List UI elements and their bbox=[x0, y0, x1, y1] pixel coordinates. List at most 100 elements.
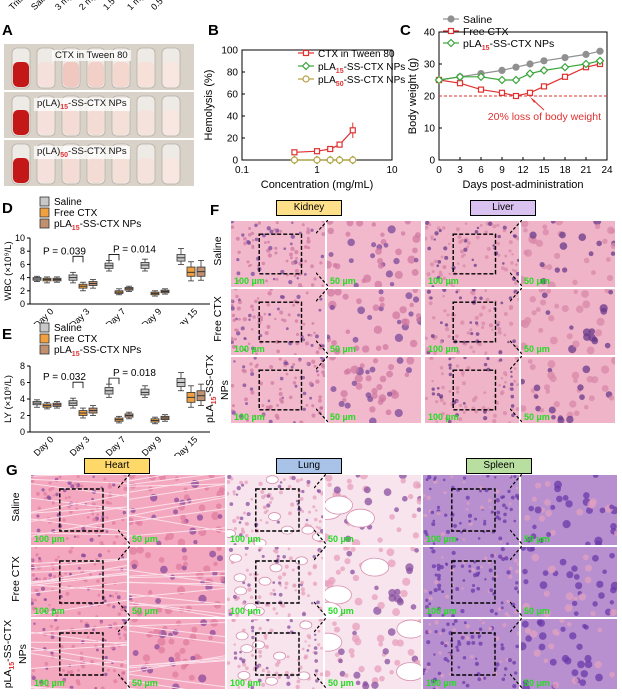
tissue-cell bbox=[246, 512, 251, 517]
x-axis-label: Days post-administration bbox=[462, 179, 583, 191]
tissue-cell bbox=[242, 365, 246, 369]
tissue-cell bbox=[296, 276, 300, 280]
tissue-cell bbox=[545, 389, 551, 394]
tissue-cell bbox=[554, 252, 561, 259]
tissue-cell bbox=[400, 478, 406, 484]
tissue-cell bbox=[554, 303, 560, 309]
tissue-cell bbox=[395, 248, 402, 256]
tissue-cell bbox=[233, 543, 237, 545]
tissue-cell bbox=[319, 672, 323, 677]
tissue-cell bbox=[517, 298, 519, 301]
tissue-cell bbox=[115, 627, 119, 631]
tissue-cell bbox=[86, 515, 90, 519]
tissue-cell bbox=[70, 484, 75, 489]
tissue-cell bbox=[374, 280, 383, 287]
scale-bar-label: 50 µm bbox=[524, 678, 550, 688]
tissue-cell bbox=[241, 601, 246, 605]
tissue-cell bbox=[531, 310, 537, 316]
tissue-cell bbox=[441, 411, 445, 416]
tissue-cell bbox=[165, 532, 175, 541]
tissue-cell bbox=[227, 597, 231, 602]
tissue-cell bbox=[593, 221, 602, 226]
tissue-cell bbox=[306, 483, 311, 487]
tissue-cell bbox=[117, 632, 121, 636]
tissue-cell bbox=[559, 558, 567, 566]
legend-swatch bbox=[39, 207, 50, 218]
scale-bar-label: 50 µm bbox=[328, 606, 354, 616]
tissue-cell bbox=[310, 601, 314, 605]
tissue-cell bbox=[469, 345, 473, 350]
tissue-cell bbox=[412, 296, 420, 303]
tissue-cell bbox=[245, 534, 249, 538]
scale-bar-label: 100 µm bbox=[234, 412, 265, 422]
tissue-cell bbox=[498, 536, 503, 541]
tissue-cell bbox=[439, 632, 442, 635]
tissue-cell bbox=[425, 478, 429, 482]
tissue-cell bbox=[55, 614, 59, 617]
tissue-cell bbox=[573, 611, 579, 616]
histology-image: 100 µm bbox=[424, 288, 520, 356]
tissue-cell bbox=[244, 553, 248, 556]
tissue-cell bbox=[243, 337, 247, 340]
tissue-cell bbox=[289, 256, 293, 260]
tissue-cell bbox=[274, 549, 279, 554]
x-tick-label: 18 bbox=[559, 165, 571, 176]
tissue-cell bbox=[278, 357, 282, 361]
tissue-fiber bbox=[129, 601, 225, 615]
tissue-cell bbox=[521, 547, 527, 551]
tissue-cell bbox=[236, 279, 240, 283]
tissue-cell bbox=[549, 658, 557, 666]
legend-label: CTX in Tween 80 bbox=[318, 49, 395, 60]
tissue-cell bbox=[483, 676, 487, 680]
data-point bbox=[434, 75, 444, 85]
series: pLA50-SS-CTX NPs bbox=[290, 75, 405, 164]
tissue-cell bbox=[479, 223, 483, 227]
tissue-alveolus bbox=[235, 631, 249, 641]
tissue-cell bbox=[521, 275, 526, 285]
tissue-cell bbox=[514, 281, 518, 285]
tissue-cell bbox=[123, 486, 127, 491]
tissue-cell bbox=[515, 569, 519, 574]
tissue-cell bbox=[340, 566, 346, 572]
x-tick-label: 0.1 bbox=[235, 165, 249, 176]
tube-row-label: p(LA)15-SS-CTX NPs bbox=[34, 98, 130, 111]
panel-letter-g: G bbox=[6, 462, 18, 479]
data-point bbox=[327, 145, 334, 153]
tissue-cell bbox=[471, 291, 476, 296]
tissue-cell bbox=[239, 650, 242, 654]
tissue-cell bbox=[233, 527, 237, 531]
tissue-cell bbox=[457, 234, 462, 240]
tissue-cell bbox=[484, 289, 488, 293]
tissue-cell bbox=[309, 396, 313, 400]
data-point bbox=[290, 156, 299, 164]
tissue-cell bbox=[453, 313, 457, 317]
tissue-cell bbox=[274, 547, 279, 550]
tissue-cell bbox=[276, 349, 280, 354]
tissue-cell bbox=[254, 619, 259, 621]
tissue-cell bbox=[571, 677, 579, 685]
tissue-cell bbox=[307, 594, 310, 598]
tissue-cell bbox=[402, 495, 408, 502]
tissue-cell bbox=[96, 579, 100, 583]
x-tick-label: 0 bbox=[436, 165, 442, 176]
tissue-cell bbox=[388, 364, 395, 371]
tissue-cell bbox=[209, 629, 216, 636]
box bbox=[88, 405, 98, 416]
tissue-cell bbox=[304, 640, 307, 643]
tissue-cell bbox=[387, 225, 396, 234]
tissue-cell bbox=[521, 405, 527, 412]
tissue-cell bbox=[538, 643, 546, 651]
zoom-connector-line bbox=[510, 220, 522, 234]
tissue-cell bbox=[382, 648, 389, 655]
tissue-cell bbox=[386, 391, 393, 397]
tissue-cell bbox=[431, 522, 436, 527]
tissue-cell bbox=[279, 294, 284, 299]
tissue-cell bbox=[112, 605, 116, 609]
tissue-cell bbox=[496, 510, 501, 515]
tissue-cell bbox=[231, 313, 236, 318]
tissue-cell bbox=[443, 657, 448, 662]
histology-image: 50 µm bbox=[520, 356, 616, 424]
tissue-cell bbox=[467, 241, 471, 245]
tissue-cell bbox=[258, 548, 261, 552]
